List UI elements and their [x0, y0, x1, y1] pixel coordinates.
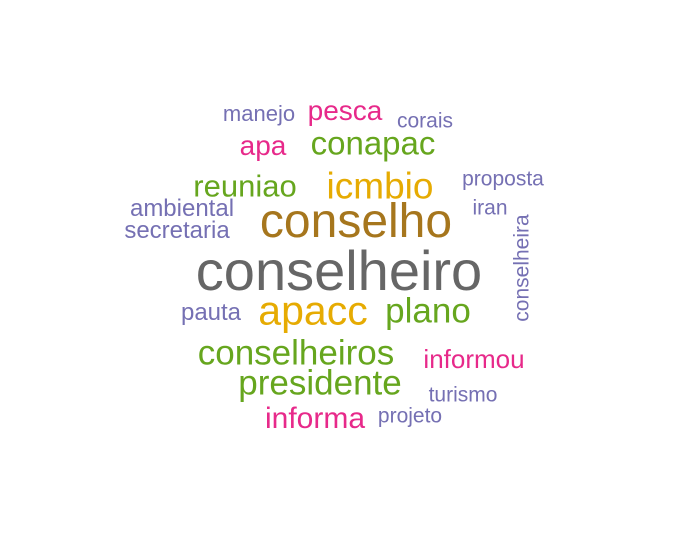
word-proposta: proposta	[462, 167, 544, 191]
word-pesca: pesca	[307, 95, 383, 126]
word-plano: plano	[385, 291, 471, 331]
word-conselheiro: conselheiro	[195, 239, 483, 302]
word-pauta: pauta	[180, 299, 242, 326]
word-conapac: conapac	[310, 124, 436, 162]
word-reuniao: reuniao	[193, 168, 297, 204]
word-icmbio: icmbio	[326, 165, 434, 207]
word-apa: apa	[239, 130, 287, 161]
word-ambiental: ambiental	[129, 195, 235, 222]
word-informa: informa	[264, 402, 366, 435]
word-conselheira: conselheira	[510, 214, 534, 322]
word-conselheiros: conselheiros	[197, 333, 395, 373]
word-corais: corais	[396, 109, 454, 133]
word-projeto: projeto	[377, 404, 443, 428]
word-conselho: conselho	[259, 195, 453, 248]
word-turismo: turismo	[428, 383, 498, 407]
word-manejo: manejo	[222, 101, 296, 126]
word-apacc: apacc	[258, 287, 368, 334]
word-iran: iran	[472, 196, 508, 220]
word-secretaria: secretaria	[124, 217, 230, 244]
word-presidente: presidente	[238, 363, 402, 403]
word-informou: informou	[423, 344, 525, 374]
